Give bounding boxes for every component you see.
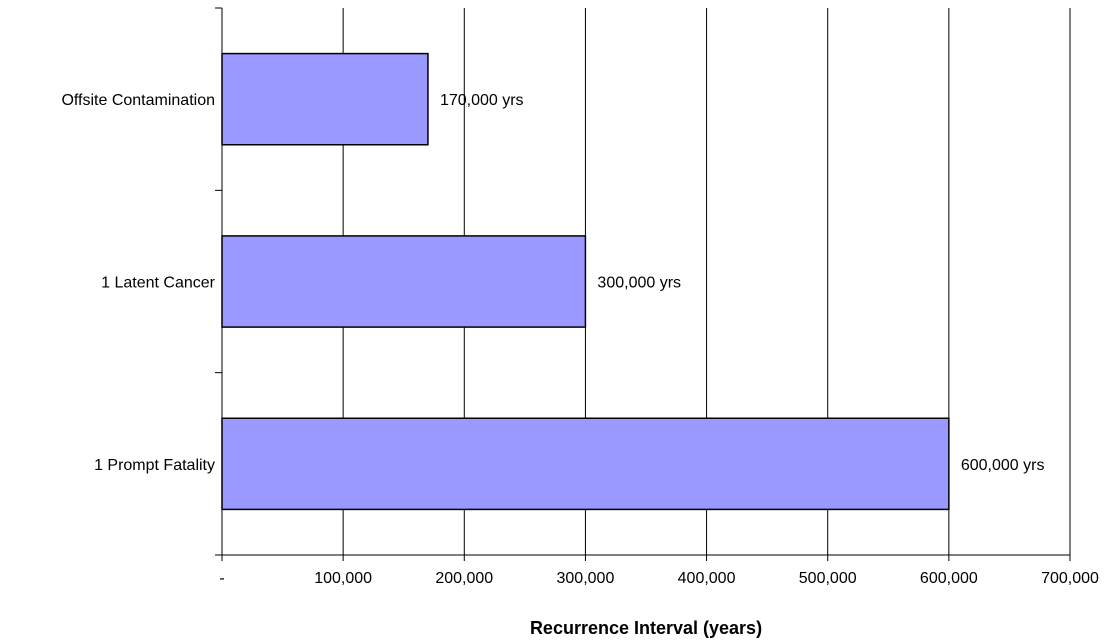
x-tick-label: 300,000: [557, 570, 615, 587]
x-tick-label: 100,000: [314, 570, 372, 587]
x-axis-title: Recurrence Interval (years): [530, 618, 762, 638]
x-tick-label: 600,000: [920, 570, 978, 587]
labels: - 100,000 200,000 300,000 400,000 500,000 600,…: [61, 92, 1099, 587]
category-label: 1 Prompt Fatality: [94, 457, 215, 474]
axes: [215, 7, 1071, 561]
x-tick-label: 400,000: [678, 570, 736, 587]
x-tick-label: 200,000: [435, 570, 493, 587]
x-tick-label: 700,000: [1041, 570, 1099, 587]
data-label: 170,000 yrs: [440, 92, 524, 109]
bar: [221, 417, 950, 511]
data-label: 300,000 yrs: [597, 275, 681, 292]
category-label: 1 Latent Cancer: [101, 275, 216, 292]
data-label: 600,000 yrs: [961, 457, 1045, 474]
x-tick-label: -: [219, 570, 224, 587]
x-tick-label: 500,000: [799, 570, 857, 587]
category-label: Offsite Contamination: [61, 92, 215, 109]
bar: [221, 52, 429, 146]
bars: [221, 52, 950, 511]
bar: [221, 235, 587, 328]
